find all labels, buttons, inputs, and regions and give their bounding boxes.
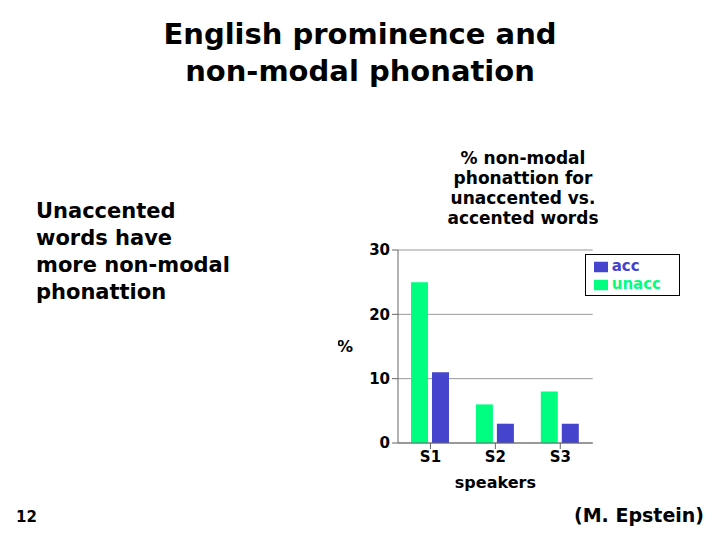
svg-text:0: 0	[380, 434, 390, 452]
html-text:unacc: unacc	[611, 275, 661, 293]
svg-text:S3: S3	[550, 448, 571, 466]
svg-text:20: 20	[369, 306, 390, 324]
html-text:12: 12	[16, 508, 37, 526]
html-text:English prominence and non-mod: English prominence and non-modal phonati…	[163, 17, 557, 88]
svg-text:S1: S1	[420, 448, 441, 466]
svg-text:S2: S2	[485, 448, 506, 466]
svg-text:10: 10	[369, 370, 390, 388]
html-text:% non-modal phonattion for una: % non-modal phonattion for unaccented vs…	[447, 148, 599, 228]
html-text:acc: acc	[611, 257, 640, 275]
svg-text:speakers: speakers	[455, 473, 536, 492]
html-text:Unaccented words have more non: Unaccented words have more non-modal pho…	[36, 199, 230, 304]
svg-text:30: 30	[369, 241, 390, 259]
svg-text:%: %	[338, 337, 353, 356]
html-text:(M. Epstein): (M. Epstein)	[574, 504, 704, 526]
